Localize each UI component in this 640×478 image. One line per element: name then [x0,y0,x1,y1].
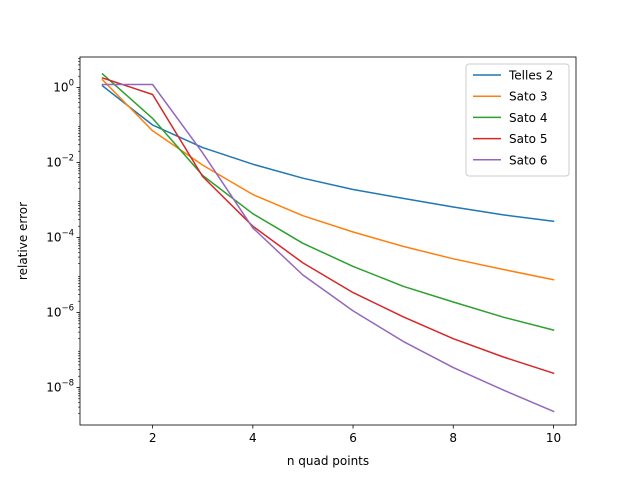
x-axis: 2 4 6 8 10 [149,425,561,445]
legend-box [465,63,570,177]
y-axis-label: relative error [16,202,30,280]
series-line-sato-6 [101,83,555,413]
series-line-sato-5 [101,76,555,375]
series-lines [101,72,555,413]
x-tick-label: 4 [249,431,257,445]
series-line-sato-4 [101,72,555,332]
y-axis: 100 10−2 10−4 10−6 10−8 [46,58,80,415]
y-tick-label: 10−2 [46,153,74,169]
y-tick-label: 10−4 [46,228,74,244]
x-tick-label: 10 [546,431,561,445]
legend-label: Telles 2 [508,69,553,83]
y-tick-label: 10−6 [46,303,74,319]
x-tick-label: 2 [149,431,157,445]
y-tick-label: 100 [53,78,74,94]
x-axis-label: n quad points [287,454,369,468]
legend-label: Sato 4 [509,111,547,125]
x-tick-label: 8 [449,431,457,445]
y-tick-label: 10−8 [46,378,74,394]
x-tick-label: 6 [349,431,357,445]
legend-label: Sato 6 [509,153,547,167]
legend-label: Sato 3 [509,90,547,104]
legend: Telles 2 Sato 3 Sato 4 Sato 5 Sato 6 [465,63,570,177]
legend-label: Sato 5 [509,132,547,146]
